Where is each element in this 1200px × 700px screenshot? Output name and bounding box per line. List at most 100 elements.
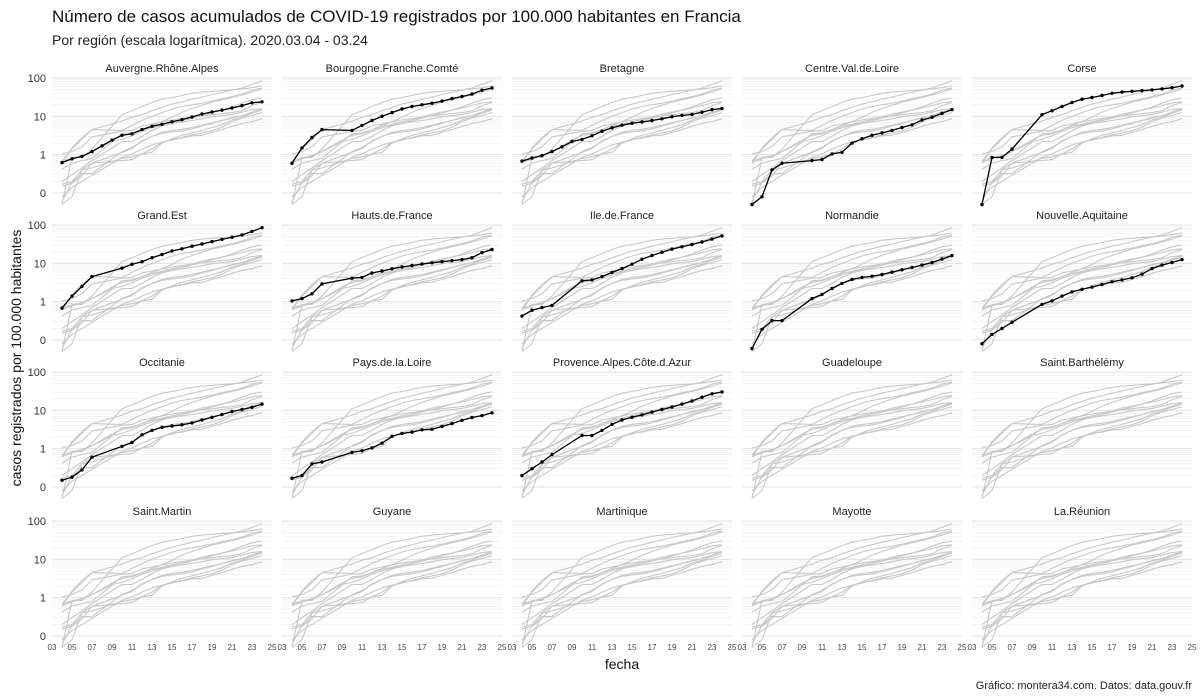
data-point (610, 126, 614, 130)
x-tick-label: 23 (708, 643, 717, 652)
background-series-line (291, 403, 493, 481)
background-series-line (751, 382, 953, 464)
background-series-line (291, 227, 493, 309)
y-tick-label: 0 (40, 482, 46, 494)
background-series-line (61, 80, 263, 162)
background-series-line (61, 88, 263, 170)
facet-strip-label: Occitanie (139, 357, 185, 369)
background-series-line (291, 379, 493, 499)
data-point (350, 450, 354, 455)
data-point (520, 314, 524, 318)
background-series-line (751, 85, 953, 205)
x-tick-label: 11 (818, 643, 827, 652)
data-point (1180, 84, 1184, 88)
chart-caption: Gráfico: montera34.com. Datos: data.gouv… (976, 680, 1193, 692)
data-point (430, 101, 434, 105)
x-tick-label: 11 (588, 643, 597, 652)
background-series-line (981, 540, 1183, 625)
data-point (530, 308, 534, 312)
background-series-line (61, 401, 263, 456)
background-series-line (521, 540, 723, 625)
facet-panel: Guyane 03 05 07 09 11 13 15 17 19 21 23 25 (278, 506, 507, 652)
data-point (560, 145, 564, 149)
data-point (890, 270, 894, 274)
data-point (90, 149, 94, 154)
y-tick-label: 10 (34, 111, 46, 123)
data-point (690, 242, 694, 247)
x-tick-label: 09 (568, 643, 577, 652)
facet-strip-label: Hauts.de.France (351, 210, 432, 222)
data-point (750, 202, 754, 207)
background-series-line (521, 244, 723, 329)
data-point (710, 237, 714, 241)
data-point (60, 478, 64, 482)
data-point (680, 402, 684, 406)
data-point (60, 160, 64, 165)
x-tick-label: 03 (968, 643, 977, 652)
data-point (190, 244, 194, 248)
background-series-line (521, 101, 723, 155)
data-point (860, 275, 864, 280)
background-series-line (291, 107, 493, 162)
background-series-line (981, 531, 1183, 613)
x-tick-label: 07 (778, 643, 787, 652)
data-point (620, 418, 624, 422)
x-tick-label: 21 (458, 643, 467, 652)
data-point (150, 124, 154, 128)
y-tick-label: 0 (40, 188, 46, 200)
background-series-line (291, 248, 493, 302)
background-series-line (521, 555, 723, 641)
data-point (770, 318, 774, 323)
y-axis-label: casos registrados por 100.000 habitantes (8, 230, 24, 487)
background-series-line (981, 552, 1183, 630)
chart-subtitle: Por región (escala logarítmica). 2020.03… (52, 32, 368, 48)
background-series-line (291, 555, 493, 641)
data-point (910, 123, 914, 127)
data-point (240, 407, 244, 412)
data-point (250, 101, 254, 105)
data-point (1050, 109, 1054, 113)
data-point (230, 235, 234, 239)
background-series-line (61, 561, 263, 628)
x-tick-label: 23 (248, 643, 257, 652)
data-point (240, 103, 244, 108)
background-series-line (751, 555, 953, 641)
background-series-line (521, 85, 723, 205)
background-series-line (61, 382, 263, 464)
background-series-line (291, 561, 493, 628)
x-tick-label: 21 (918, 643, 927, 652)
data-point (1000, 326, 1004, 331)
data-point (630, 262, 634, 266)
data-point (460, 418, 464, 422)
x-tick-label: 07 (548, 643, 557, 652)
data-point (160, 425, 164, 429)
background-series-line (291, 259, 493, 345)
data-point (710, 107, 714, 112)
data-point (1150, 88, 1154, 92)
data-point (640, 120, 644, 124)
data-point (300, 146, 304, 150)
background-series-line (521, 528, 723, 648)
data-point (190, 421, 194, 425)
data-point (470, 415, 474, 420)
y-tick-label: 100 (28, 367, 46, 379)
data-point (130, 440, 134, 445)
background-series-line (291, 112, 493, 198)
background-series-line (521, 406, 723, 492)
x-tick-label: 13 (378, 643, 387, 652)
data-point (690, 399, 694, 403)
data-point (310, 462, 314, 466)
data-point (650, 118, 654, 123)
background-series-line (291, 550, 493, 645)
background-series-line (751, 544, 953, 598)
data-point (1070, 100, 1074, 105)
background-series-line (521, 259, 723, 345)
x-tick-label: 19 (668, 643, 677, 652)
background-series-line (61, 412, 263, 479)
background-series-line (981, 401, 1183, 456)
data-point (720, 390, 724, 394)
background-series-line (291, 254, 493, 309)
data-point (90, 455, 94, 459)
background-series-line (291, 391, 493, 476)
background-series-line (521, 531, 723, 613)
